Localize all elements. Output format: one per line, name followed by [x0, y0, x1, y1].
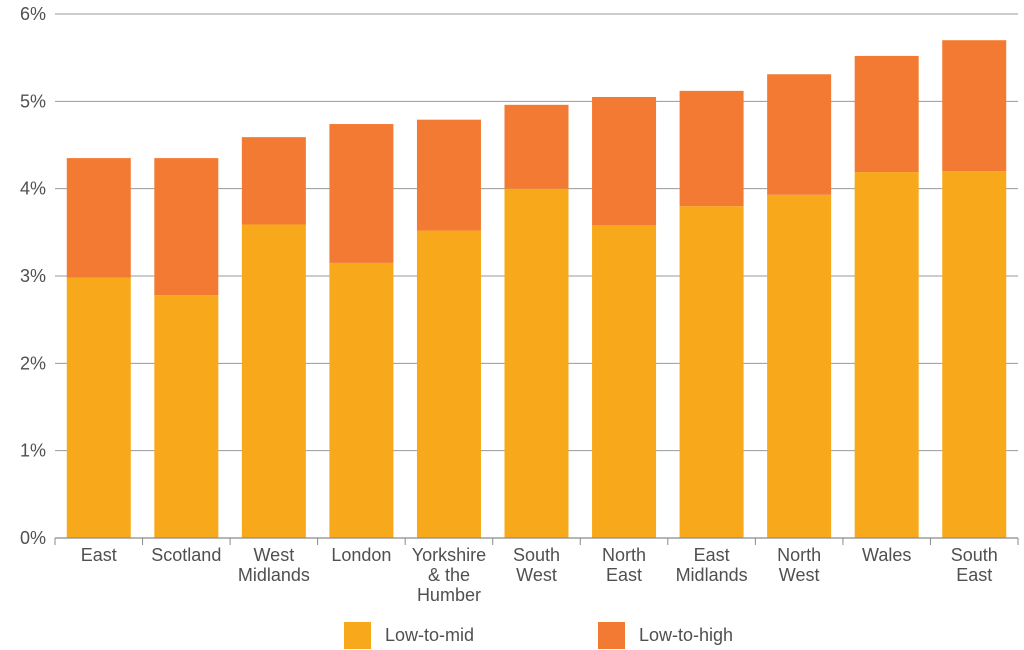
y-tick-label: 4% [20, 179, 46, 199]
legend-swatch-low-to-high [598, 622, 625, 649]
stacked-bar-chart: 0%1%2%3%4%5%6% East Scotland West MidlandsL… [0, 0, 1024, 620]
y-tick-label: 5% [20, 91, 46, 111]
bar-low-to-high-0 [67, 158, 131, 278]
x-tick-label-line: West [516, 565, 557, 585]
bar-low-to-high-4 [417, 120, 481, 231]
x-tick-label: Scotland [151, 545, 221, 565]
x-tick-label-line: East [81, 545, 117, 565]
x-tick-label-line: & the [428, 565, 470, 585]
x-tick-label: South West [513, 545, 560, 585]
x-tick-label-line: Yorkshire [412, 545, 486, 565]
bar-low-to-mid-10 [942, 171, 1006, 538]
x-tick-label-line: Midlands [676, 565, 748, 585]
x-tick-label-line: East [694, 545, 730, 565]
x-tick-label: South East [951, 545, 998, 585]
bar-low-to-mid-2 [242, 224, 306, 538]
bar-low-to-high-5 [505, 105, 569, 189]
bar-low-to-mid-0 [67, 278, 131, 538]
legend-swatch-low-to-mid [344, 622, 371, 649]
y-tick-label: 2% [20, 353, 46, 373]
bar-low-to-high-10 [942, 40, 1006, 171]
legend-item-low-to-mid: Low-to-mid [344, 622, 474, 649]
y-tick-label: 0% [20, 528, 46, 548]
x-tick-label: West Midlands [238, 545, 310, 585]
bar-low-to-high-7 [680, 91, 744, 206]
x-tick-label-line: South [951, 545, 998, 565]
x-tick-label-line: West [779, 565, 820, 585]
bar-low-to-mid-3 [329, 263, 393, 538]
x-tick-label: East [81, 545, 117, 565]
x-tick-label-line: London [331, 545, 391, 565]
bar-low-to-high-1 [154, 158, 218, 295]
x-tick-label-line: Wales [862, 545, 911, 565]
y-tick-label: 3% [20, 266, 46, 286]
bar-low-to-mid-1 [154, 295, 218, 538]
bar-low-to-mid-7 [680, 206, 744, 538]
x-tick-label-line: Humber [417, 585, 481, 605]
y-tick-label: 1% [20, 441, 46, 461]
x-tick-label-line: South [513, 545, 560, 565]
x-axis [55, 538, 1018, 545]
y-tick-label: 6% [20, 4, 46, 24]
bar-low-to-mid-4 [417, 231, 481, 538]
x-tick-label-line: North [777, 545, 821, 565]
x-tick-label-line: East [606, 565, 642, 585]
x-tick-label-line: Midlands [238, 565, 310, 585]
y-axis-ticks: 0% 1% 2% 3% 4% 5% 6% [20, 4, 46, 548]
bar-low-to-high-8 [767, 74, 831, 195]
x-tick-label: Wales [862, 545, 911, 565]
x-tick-label-line: Scotland [151, 545, 221, 565]
bar-low-to-mid-8 [767, 195, 831, 538]
legend: Low-to-mid Low-to-high [0, 620, 1024, 650]
bar-low-to-high-6 [592, 97, 656, 225]
bar-low-to-mid-5 [505, 189, 569, 538]
x-tick-label-line: North [602, 545, 646, 565]
x-tick-label: North East [602, 545, 646, 585]
x-tick-label: London [331, 545, 391, 565]
bar-low-to-high-2 [242, 137, 306, 224]
x-tick-label: East Midlands [676, 545, 748, 585]
bars [67, 40, 1006, 538]
x-tick-label: Yorkshire & the Humber [412, 545, 486, 605]
bar-low-to-high-9 [855, 56, 919, 172]
bar-low-to-mid-6 [592, 225, 656, 538]
legend-label-low-to-high: Low-to-high [639, 625, 733, 646]
x-tick-label: North West [777, 545, 821, 585]
legend-label-low-to-mid: Low-to-mid [385, 625, 474, 646]
x-tick-label-line: West [254, 545, 295, 565]
bar-low-to-mid-9 [855, 172, 919, 538]
bar-low-to-high-3 [329, 124, 393, 263]
legend-item-low-to-high: Low-to-high [598, 622, 733, 649]
x-tick-label-line: East [956, 565, 992, 585]
